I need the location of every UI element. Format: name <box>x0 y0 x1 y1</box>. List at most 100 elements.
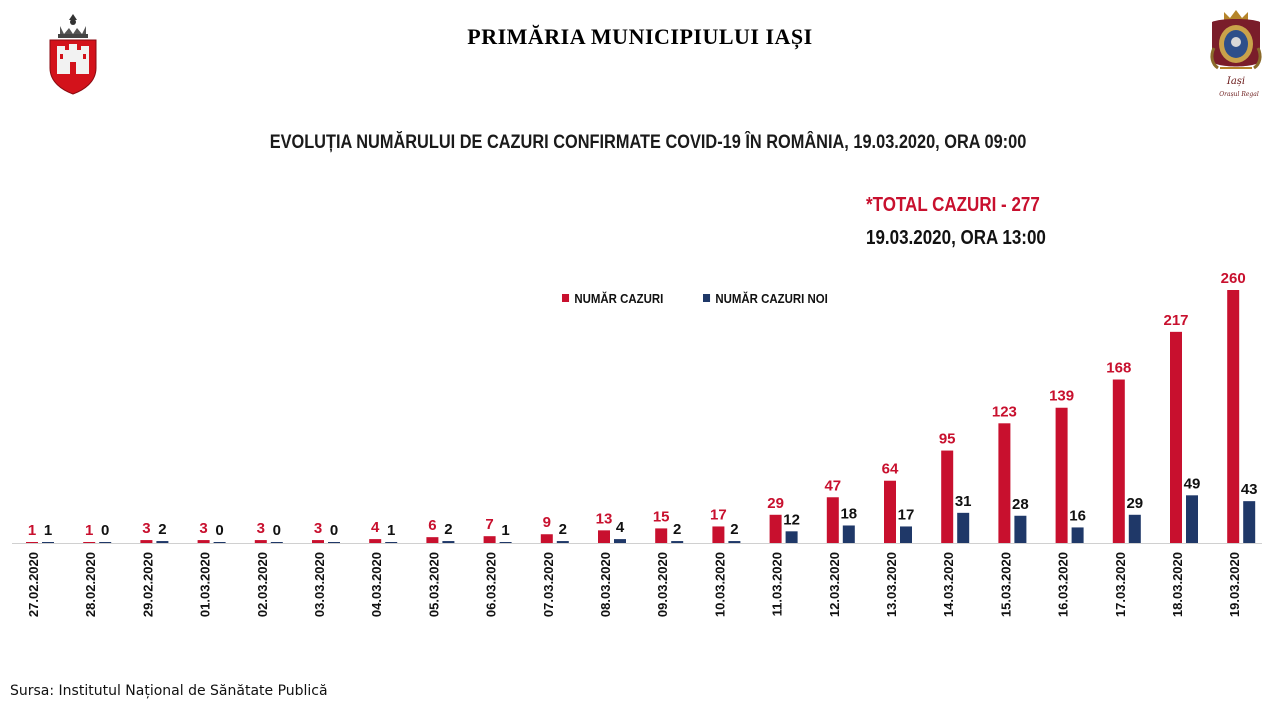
bar-new-12 <box>728 541 741 543</box>
data-label-total-20: 217 <box>1163 312 1188 329</box>
bar-total-8 <box>483 536 496 543</box>
data-label-new-14: 18 <box>840 505 857 522</box>
bar-new-14 <box>842 525 855 543</box>
bar-new-6 <box>385 542 398 543</box>
data-label-new-15: 17 <box>898 506 915 523</box>
bar-new-17 <box>1014 515 1027 543</box>
data-label-new-1: 0 <box>101 522 109 539</box>
data-label-total-3: 3 <box>199 520 207 537</box>
bar-new-7 <box>442 541 455 543</box>
data-label-new-3: 0 <box>215 522 223 539</box>
source-footer: Sursa: Institutul Național de Sănătate P… <box>10 683 328 699</box>
x-tick-label-20: 18.03.2020 <box>1170 552 1185 617</box>
data-label-total-17: 123 <box>992 403 1017 420</box>
chart-legend: NUMĂR CAZURI NUMĂR CAZURI NOI <box>562 290 867 306</box>
data-label-total-15: 64 <box>882 461 899 478</box>
legend-label-total: NUMĂR CAZURI <box>574 290 664 306</box>
bar-new-13 <box>785 531 798 543</box>
data-label-total-5: 3 <box>314 520 322 537</box>
bar-new-20 <box>1186 495 1198 543</box>
data-label-new-17: 28 <box>1012 496 1029 513</box>
bar-total-16 <box>941 450 954 543</box>
data-label-new-10: 4 <box>616 519 625 536</box>
chart-title: EVOLUȚIA NUMĂRULUI DE CAZURI CONFIRMATE … <box>269 132 1027 153</box>
data-label-total-11: 15 <box>653 508 670 525</box>
data-label-total-7: 6 <box>428 517 436 534</box>
data-label-total-2: 3 <box>142 520 150 537</box>
data-label-new-19: 29 <box>1126 495 1143 512</box>
x-tick-label-12: 10.03.2020 <box>712 552 727 617</box>
x-tick-label-13: 11.03.2020 <box>770 552 785 616</box>
bar-total-5 <box>312 540 324 543</box>
bar-new-15 <box>900 526 912 543</box>
bar-total-12 <box>712 526 725 543</box>
bar-new-21 <box>1243 501 1256 543</box>
x-tick-label-19: 17.03.2020 <box>1113 552 1128 617</box>
bar-new-16 <box>957 512 970 543</box>
bar-total-14 <box>826 497 839 543</box>
bar-new-19 <box>1128 514 1141 543</box>
iasi-coat-of-arms-icon <box>49 14 97 95</box>
data-label-new-18: 16 <box>1069 507 1086 524</box>
bar-new-11 <box>671 541 684 543</box>
legend-label-new: NUMĂR CAZURI NOI <box>715 290 828 306</box>
data-label-new-9: 2 <box>559 521 567 538</box>
legend-item-new: NUMĂR CAZURI NOI <box>702 290 828 306</box>
data-label-new-7: 2 <box>444 521 452 538</box>
data-label-total-10: 13 <box>596 510 613 527</box>
x-tick-label-15: 13.03.2020 <box>884 552 899 617</box>
bar-new-18 <box>1071 527 1084 543</box>
bar-total-19 <box>1112 379 1125 543</box>
legend-item-total: NUMĂR CAZURI <box>562 291 663 306</box>
data-label-new-6: 1 <box>387 522 395 539</box>
data-label-total-13: 29 <box>767 495 784 512</box>
bar-new-2 <box>156 541 169 543</box>
legend-swatch-total <box>562 294 570 302</box>
x-tick-label-21: 19.03.2020 <box>1227 552 1242 617</box>
bar-new-4 <box>270 542 283 543</box>
x-tick-label-4: 02.03.2020 <box>255 552 270 617</box>
iasi-royal-crest-icon: Iași Orașul Regal <box>1210 10 1262 98</box>
bar-new-9 <box>556 541 569 543</box>
bar-total-20 <box>1170 331 1182 543</box>
legend-swatch-new <box>702 294 710 302</box>
data-label-total-4: 3 <box>257 520 265 537</box>
data-label-total-21: 260 <box>1221 270 1246 287</box>
bar-new-5 <box>328 542 340 543</box>
bar-total-21 <box>1227 290 1240 543</box>
data-label-total-9: 9 <box>543 514 551 531</box>
data-label-total-8: 7 <box>485 516 493 533</box>
total-cases-note: *TOTAL CAZURI - 277 <box>866 194 1040 216</box>
x-tick-label-18: 16.03.2020 <box>1056 552 1071 617</box>
x-tick-label-0: 27.02.2020 <box>26 552 41 617</box>
data-label-total-12: 17 <box>710 506 727 523</box>
x-tick-label-3: 01.03.2020 <box>198 552 213 617</box>
data-label-new-21: 43 <box>1241 481 1258 498</box>
data-label-total-6: 4 <box>371 519 380 536</box>
svg-text:Orașul Regal: Orașul Regal <box>1219 91 1259 98</box>
data-label-total-16: 95 <box>939 431 956 448</box>
x-tick-label-9: 07.03.2020 <box>541 552 556 617</box>
svg-text:Iași: Iași <box>1226 76 1245 87</box>
bar-new-8 <box>499 542 512 543</box>
data-label-new-13: 12 <box>783 511 800 528</box>
bar-total-0 <box>26 542 38 543</box>
x-tick-label-8: 06.03.2020 <box>484 552 499 617</box>
bar-total-1 <box>83 542 96 543</box>
data-label-new-20: 49 <box>1184 475 1201 492</box>
data-label-total-0: 1 <box>28 522 36 539</box>
bar-total-6 <box>369 539 382 543</box>
total-cases-time: 19.03.2020, ORA 13:00 <box>866 227 1046 249</box>
bar-total-3 <box>197 540 210 543</box>
x-tick-label-14: 12.03.2020 <box>827 552 842 617</box>
data-label-total-1: 1 <box>85 522 93 539</box>
bar-new-3 <box>213 542 226 543</box>
data-label-total-18: 139 <box>1049 388 1074 405</box>
bar-new-1 <box>99 542 112 543</box>
x-tick-label-1: 28.02.2020 <box>83 552 98 617</box>
bar-total-10 <box>598 530 610 543</box>
data-label-new-11: 2 <box>673 521 681 538</box>
data-label-new-12: 2 <box>730 521 738 538</box>
data-label-new-0: 1 <box>44 522 52 539</box>
